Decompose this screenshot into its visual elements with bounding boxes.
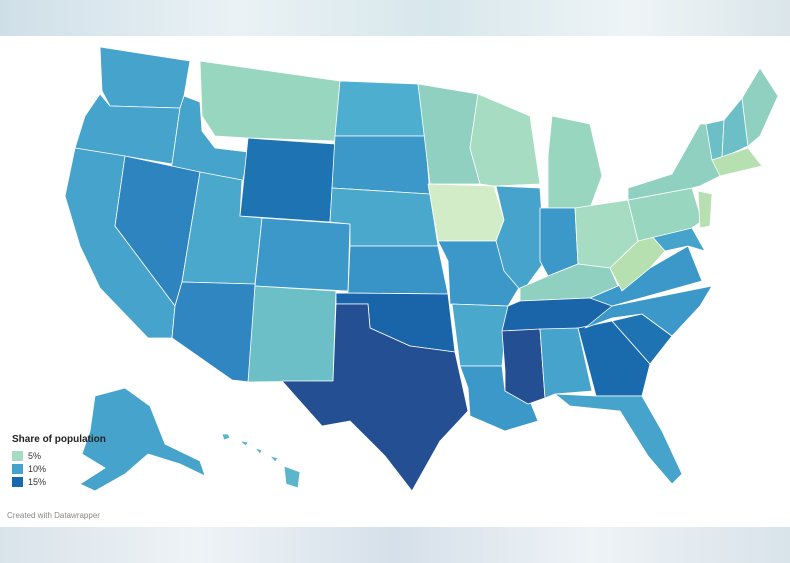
state-MS[interactable] (501, 328, 546, 405)
state-NJ[interactable] (697, 190, 713, 229)
legend-label-15: 15% (28, 476, 47, 487)
state-MI[interactable] (547, 115, 603, 209)
background-bottom-band (0, 527, 790, 563)
legend-label-5: 5% (28, 450, 42, 461)
map-card: Share of population 5% 10% 15% Created w… (0, 36, 790, 527)
datawrapper-credit: Created with Datawrapper (7, 511, 100, 520)
state-AK[interactable] (79, 387, 206, 492)
legend-swatch-15 (12, 476, 23, 487)
state-MA[interactable] (711, 147, 763, 177)
state-FL[interactable] (554, 393, 683, 485)
state-ME[interactable] (741, 67, 779, 147)
legend-item: 5% (12, 449, 106, 462)
legend: Share of population 5% 10% 15% (12, 434, 106, 488)
state-MT[interactable] (199, 60, 341, 142)
legend-item: 10% (12, 462, 106, 475)
state-ND[interactable] (334, 80, 426, 137)
state-GA[interactable] (577, 320, 651, 397)
us-choropleth-map (64, 46, 779, 492)
legend-swatch-5 (12, 450, 23, 461)
state-NC[interactable] (584, 285, 713, 337)
state-TX[interactable] (281, 303, 469, 492)
state-HI[interactable] (221, 433, 301, 489)
state-CO[interactable] (254, 217, 351, 292)
state-WA[interactable] (99, 46, 191, 109)
state-AL[interactable] (539, 327, 593, 399)
state-LA[interactable] (459, 365, 539, 432)
state-AR[interactable] (451, 303, 509, 367)
legend-title: Share of population (12, 434, 106, 445)
state-AZ[interactable] (171, 281, 256, 383)
state-NY[interactable] (627, 123, 721, 201)
state-IA[interactable] (427, 183, 505, 242)
legend-item: 15% (12, 475, 106, 488)
background-top-band (0, 0, 790, 36)
state-NM[interactable] (247, 285, 337, 383)
legend-swatch-10 (12, 463, 23, 474)
legend-label-10: 10% (28, 463, 47, 474)
state-IN[interactable] (539, 207, 579, 277)
state-SD[interactable] (331, 135, 431, 195)
state-KS[interactable] (347, 245, 449, 295)
state-IL[interactable] (495, 185, 546, 293)
state-WI[interactable] (469, 93, 541, 187)
state-WY[interactable] (239, 137, 336, 223)
